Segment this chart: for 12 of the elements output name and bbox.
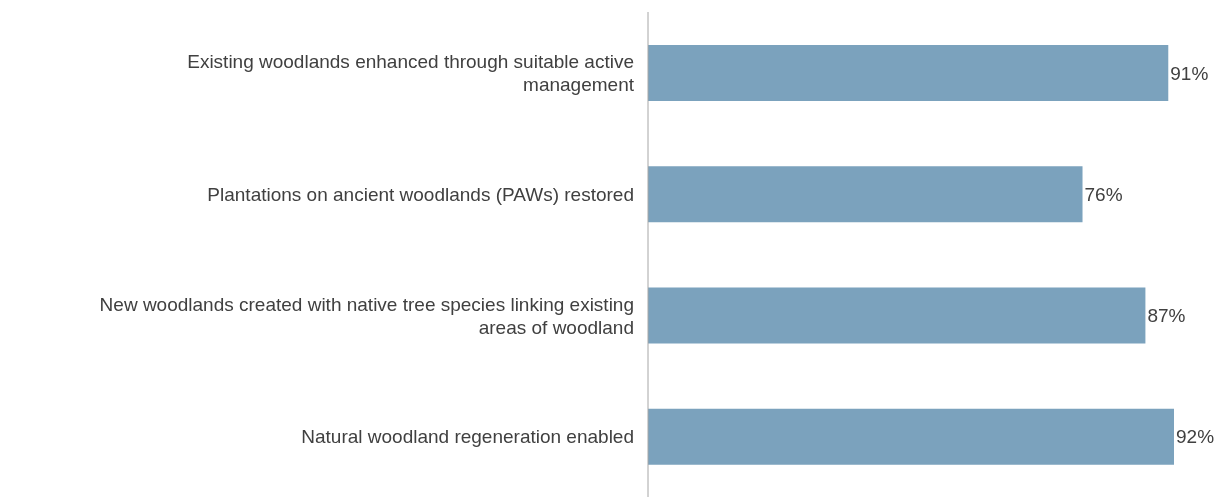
y-tick-label: Plantations on ancient woodlands (PAWs) restored <box>207 183 634 205</box>
bar <box>648 287 1146 344</box>
data-label: 91% <box>1170 62 1209 84</box>
data-label: 92% <box>1176 426 1215 448</box>
bar <box>648 166 1083 223</box>
y-tick-label: Natural woodland regeneration enabled <box>301 425 634 447</box>
y-tick-label: Existing woodlands enhanced through suitable active management <box>187 50 635 95</box>
data-label: 76% <box>1084 183 1123 205</box>
data-label: 87% <box>1147 305 1186 327</box>
y-tick-label: New woodlands created with native tree species linking existing areas of woodland <box>99 293 634 338</box>
bar <box>648 408 1174 465</box>
bar <box>648 45 1169 101</box>
